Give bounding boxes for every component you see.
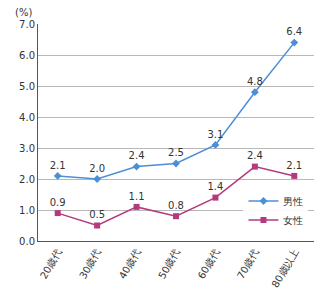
svg-text:40歳代: 40歳代 [117,247,143,281]
svg-text:2.1: 2.1 [286,160,302,171]
svg-text:5.0: 5.0 [19,81,35,92]
svg-text:0.8: 0.8 [168,200,184,211]
svg-text:男性: 男性 [283,196,303,207]
svg-text:1.1: 1.1 [129,191,145,202]
svg-text:1.0: 1.0 [19,205,35,216]
svg-text:6.0: 6.0 [19,50,35,61]
svg-text:1.4: 1.4 [207,181,223,192]
svg-text:30歳代: 30歳代 [77,247,103,281]
svg-text:4.0: 4.0 [19,112,35,123]
svg-text:0.5: 0.5 [89,209,105,220]
svg-text:50歳代: 50歳代 [156,247,182,281]
svg-text:2.4: 2.4 [129,150,145,161]
svg-text:7.0: 7.0 [19,19,35,30]
svg-text:0.0: 0.0 [19,236,35,247]
svg-text:6.4: 6.4 [286,26,302,37]
svg-text:2.0: 2.0 [19,174,35,185]
svg-text:20歳代: 20歳代 [38,247,64,281]
svg-text:60歳代: 60歳代 [196,247,222,281]
svg-text:2.5: 2.5 [168,147,184,158]
svg-text:2.4: 2.4 [247,150,263,161]
svg-text:女性: 女性 [283,215,303,226]
svg-text:3.1: 3.1 [207,129,223,140]
svg-text:2.1: 2.1 [50,160,66,171]
svg-text:4.8: 4.8 [247,76,263,87]
svg-text:2.0: 2.0 [89,163,105,174]
svg-text:3.0: 3.0 [19,143,35,154]
svg-text:70歳代: 70歳代 [235,247,261,281]
svg-text:80歳以上: 80歳以上 [269,247,300,290]
svg-text:0.9: 0.9 [50,197,66,208]
svg-text:(%): (%) [15,7,32,18]
